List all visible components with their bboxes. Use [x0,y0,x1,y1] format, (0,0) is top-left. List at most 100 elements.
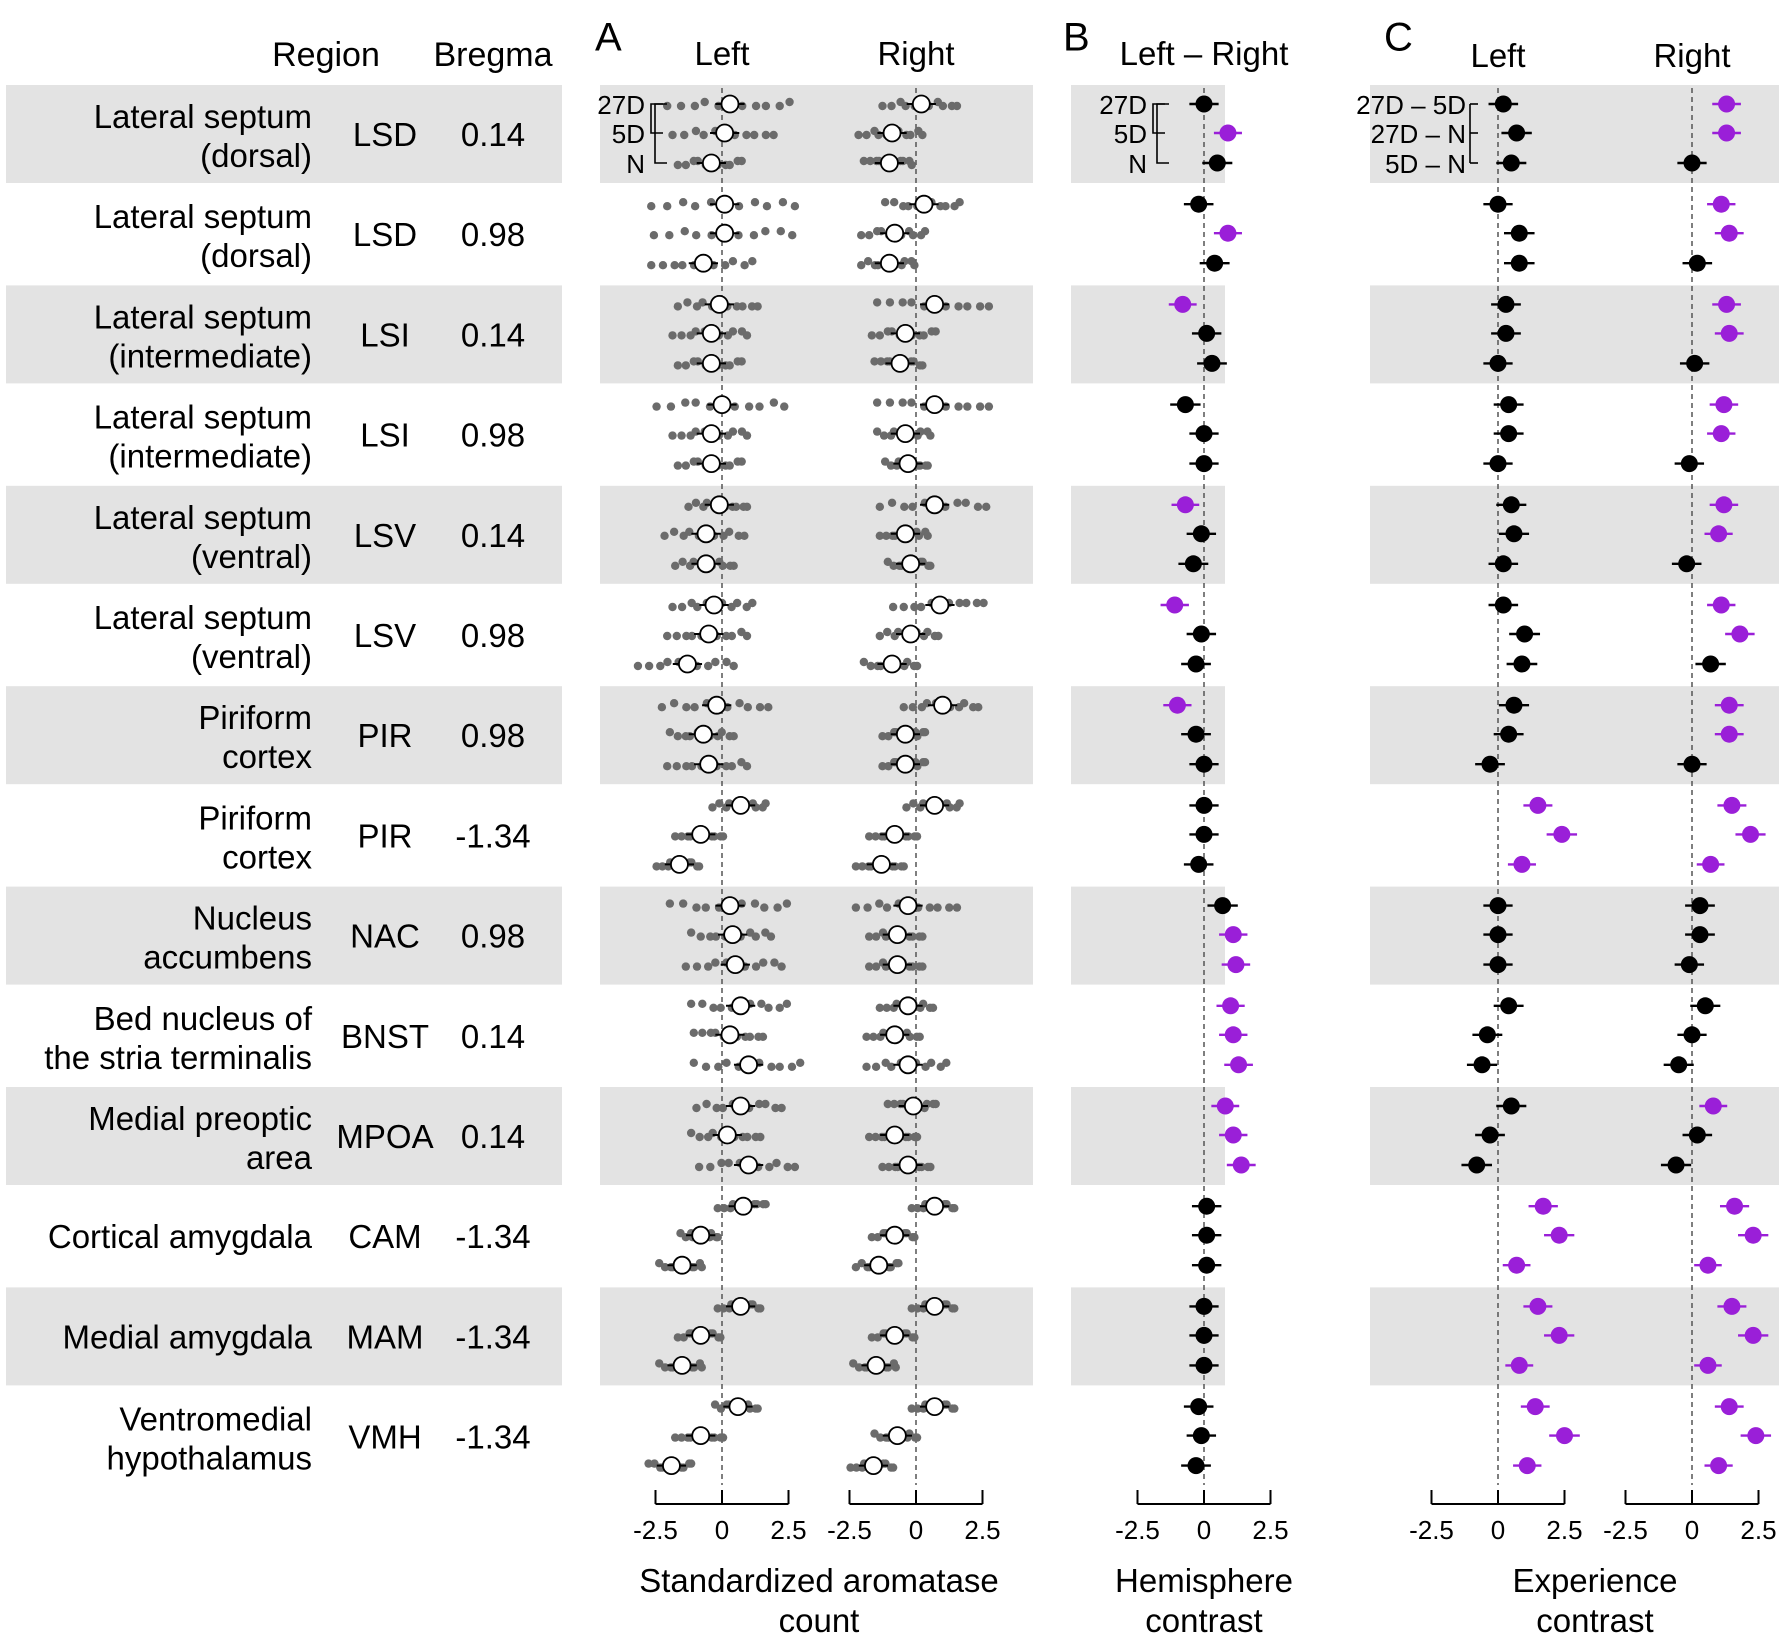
significant-estimate-point [1723,796,1741,814]
raw-data-point [644,1459,653,1468]
significant-estimate-point [1747,1427,1765,1445]
raw-data-point [753,302,762,311]
significant-estimate-point [1744,1226,1762,1244]
raw-data-point [761,227,770,236]
estimate-point [1190,855,1208,873]
raw-data-point [728,427,738,436]
raw-data-point [878,762,887,771]
region-abbr: PIR [357,817,412,854]
group-mean-point [898,1055,918,1075]
estimate-point [1510,254,1528,272]
raw-data-point [685,527,694,536]
estimate-point [1500,725,1518,743]
group-mean-point [898,896,918,915]
raw-data-point [925,903,935,912]
raw-data-point [926,431,935,440]
raw-data-point [884,732,893,741]
raw-data-point [961,498,970,507]
raw-data-point [963,302,972,311]
region-name-line: (ventral) [191,638,312,675]
raw-data-point [742,502,752,511]
estimate-point [1502,1097,1520,1115]
raw-data-point [875,899,884,908]
estimate-point [1214,897,1232,915]
raw-data-point [691,231,701,240]
significant-estimate-point [1556,1427,1573,1445]
raw-data-point [755,703,765,712]
raw-data-point [875,502,885,511]
raw-data-point [665,899,675,908]
raw-data-point [796,1058,805,1068]
raw-data-point [849,1359,858,1368]
region-name-line: Bed nucleus of [94,1000,313,1037]
raw-data-point [665,728,675,737]
region-name-line: (dorsal) [200,237,312,274]
x-axis-title-line: contrast [1536,1602,1653,1639]
group-mean-point [895,524,915,544]
raw-data-point [918,361,927,370]
raw-data-point [680,130,689,140]
column-title: Left – Right [1120,35,1289,72]
estimate-point [1686,354,1704,372]
region-row: Lateral septum(intermediate) LSI 0.14 [94,298,525,374]
raw-data-point [918,130,927,140]
raw-data-point [728,257,738,266]
estimate-point [1195,1297,1213,1315]
raw-data-point [633,661,643,671]
raw-data-point [938,101,948,111]
raw-data-point [875,1003,885,1012]
raw-data-point [692,903,701,912]
raw-data-point [660,1363,670,1372]
region-name-line: area [246,1139,313,1176]
row-shade [1071,886,1225,985]
group-mean-point [887,1426,907,1445]
region-abbr: NAC [350,918,420,955]
column-title: Left [694,35,749,72]
raw-data-point [775,1062,784,1072]
estimate-point [1195,95,1213,113]
raw-data-point [691,126,701,136]
raw-data-point [902,803,911,812]
group-mean-point [901,554,921,574]
raw-data-point [686,1459,696,1468]
estimate-point [1683,1026,1701,1044]
group-mean-point [895,754,915,774]
raw-data-point [718,1103,727,1113]
panel-letter: A [595,16,622,60]
raw-data-point [878,101,887,111]
group-mean-point [691,1326,711,1345]
raw-data-point [761,101,771,111]
estimate-point [1195,755,1213,773]
raw-data-point [686,999,696,1008]
region-abbr: LSI [360,316,410,353]
x-axis: -2.5 0 2.5 [633,1490,807,1545]
region-name-line: Lateral septum [94,298,312,335]
raw-data-point [663,202,672,211]
significant-estimate-point [1216,1097,1234,1115]
group-mean-point [715,194,735,214]
raw-data-point [973,502,983,511]
raw-data-point [719,1304,728,1313]
raw-data-point [668,602,677,612]
x-tick-label: 2.5 [770,1515,806,1545]
row-shade [6,1287,562,1386]
significant-estimate-point [1508,1256,1526,1274]
significant-estimate-point [1710,525,1728,543]
raw-data-point [898,298,907,307]
raw-data-point [702,1099,711,1109]
raw-data-point [872,427,882,436]
raw-data-point [857,261,866,270]
raw-data-point [899,703,908,712]
raw-data-point [984,302,994,311]
raw-data-point [787,1062,797,1072]
raw-data-point [867,331,877,340]
estimate-point [1187,655,1205,673]
region-header: Region [272,36,380,74]
raw-data-point [677,1433,686,1442]
raw-data-point [851,1263,861,1272]
raw-data-point [852,1463,861,1472]
x-axis: -2.5 0 2.5 [827,1490,1001,1545]
group-mean-point [739,1055,758,1075]
